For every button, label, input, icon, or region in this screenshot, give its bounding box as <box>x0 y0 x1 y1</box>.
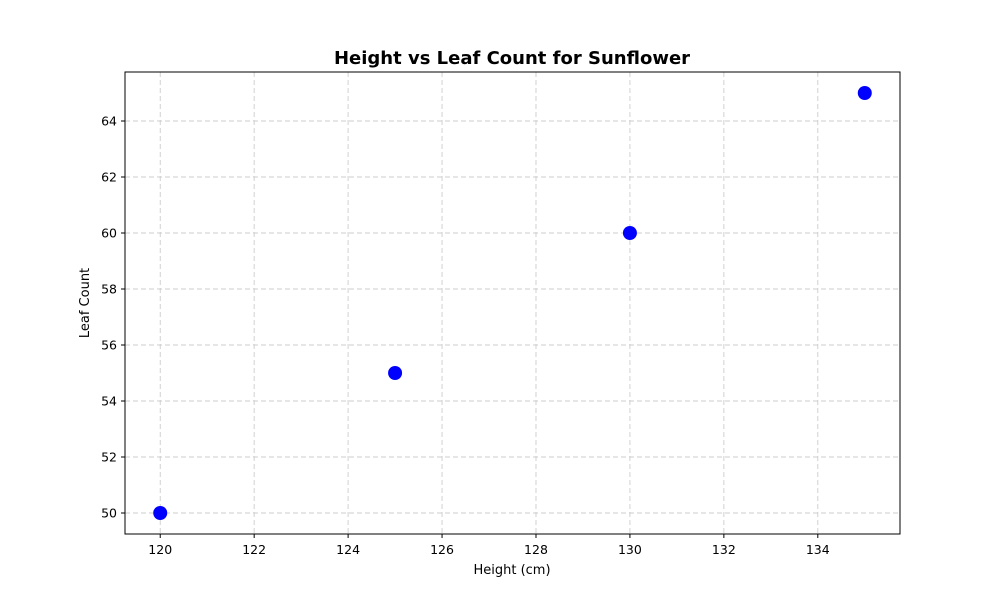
data-point <box>388 366 403 380</box>
y-tick-label: 62 <box>101 170 117 185</box>
data-points <box>153 86 872 520</box>
grid-lines <box>125 72 900 534</box>
y-tick-label: 54 <box>101 394 117 409</box>
x-tick-label: 120 <box>148 542 172 557</box>
x-tick-label: 134 <box>806 542 830 557</box>
y-tick-label: 58 <box>101 282 117 297</box>
x-tick-label: 128 <box>524 542 548 557</box>
axis-ticks: 120 122 124 126 128 130 132 134 50 52 54 56 58 60 62 64 <box>101 114 830 558</box>
y-tick-label: 52 <box>101 450 117 465</box>
x-tick-label: 122 <box>242 542 266 557</box>
y-tick-label: 56 <box>101 338 117 353</box>
y-axis-label: Leaf Count <box>78 268 93 338</box>
data-point <box>857 86 872 100</box>
chart-title: Height vs Leaf Count for Sunflower <box>334 48 690 69</box>
y-tick-label: 60 <box>101 226 117 241</box>
x-tick-label: 130 <box>618 542 642 557</box>
y-tick-label: 50 <box>101 506 117 521</box>
data-point <box>153 506 168 520</box>
x-tick-label: 132 <box>712 542 736 557</box>
data-point <box>622 226 637 240</box>
plot-frame <box>124 71 901 535</box>
x-tick-label: 124 <box>336 542 360 557</box>
x-tick-label: 126 <box>430 542 454 557</box>
x-axis-label: Height (cm) <box>473 563 550 578</box>
y-tick-label: 64 <box>101 114 117 129</box>
